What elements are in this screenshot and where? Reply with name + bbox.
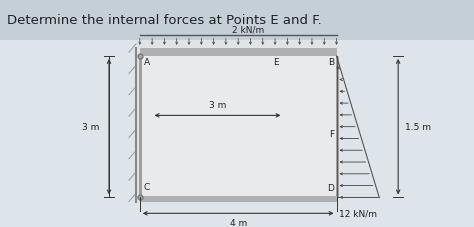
Bar bbox=[140, 57, 337, 197]
Text: 3 m: 3 m bbox=[82, 123, 100, 132]
Bar bbox=[140, 196, 337, 202]
Text: Determine the internal forces at Points E and F.: Determine the internal forces at Points … bbox=[7, 14, 322, 27]
Text: A: A bbox=[144, 58, 150, 67]
Text: 1.5 m: 1.5 m bbox=[405, 123, 431, 132]
Text: D: D bbox=[327, 183, 334, 192]
Text: F: F bbox=[329, 130, 334, 139]
Text: 4 m: 4 m bbox=[229, 218, 247, 227]
Text: 12 kN/m: 12 kN/m bbox=[339, 209, 377, 218]
Text: C: C bbox=[144, 182, 150, 191]
Text: B: B bbox=[328, 58, 334, 67]
Text: 3 m: 3 m bbox=[209, 100, 226, 109]
Bar bbox=[140, 49, 337, 57]
Text: 2 kN/m: 2 kN/m bbox=[231, 25, 264, 34]
Text: E: E bbox=[273, 58, 279, 67]
Bar bbox=[0, 0, 474, 41]
